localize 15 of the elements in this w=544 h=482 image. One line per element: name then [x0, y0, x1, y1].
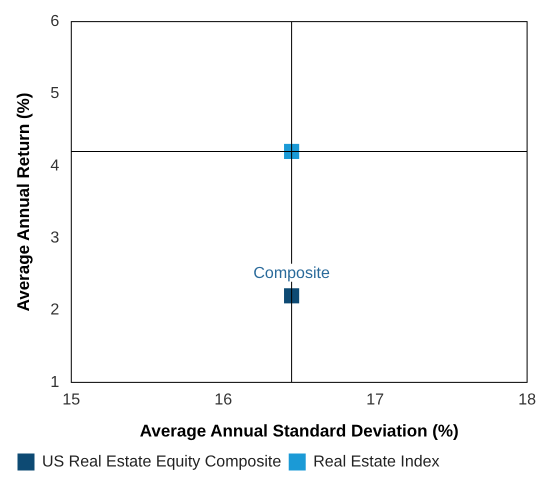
x-tick-label: 16: [214, 391, 232, 408]
y-tick-label: 1: [50, 374, 60, 391]
y-tick-label: 3: [50, 229, 60, 246]
y-tick-label: 4: [50, 157, 60, 174]
y-tick-label: 5: [50, 85, 60, 102]
x-tick-label: 15: [62, 391, 80, 408]
annotation: Composite: [253, 265, 330, 282]
y-tick-label: 2: [50, 302, 60, 319]
x-axis-title: Average Annual Standard Deviation (%): [140, 421, 459, 440]
y-axis-title: Average Annual Return (%): [14, 92, 33, 312]
x-tick-label: 17: [366, 391, 384, 408]
y-tick-label: 6: [50, 13, 60, 30]
x-tick-label: 18: [518, 391, 536, 408]
legend-label: US Real Estate Equity Composite: [42, 453, 282, 470]
legend-label: Real Estate Index: [313, 453, 440, 470]
